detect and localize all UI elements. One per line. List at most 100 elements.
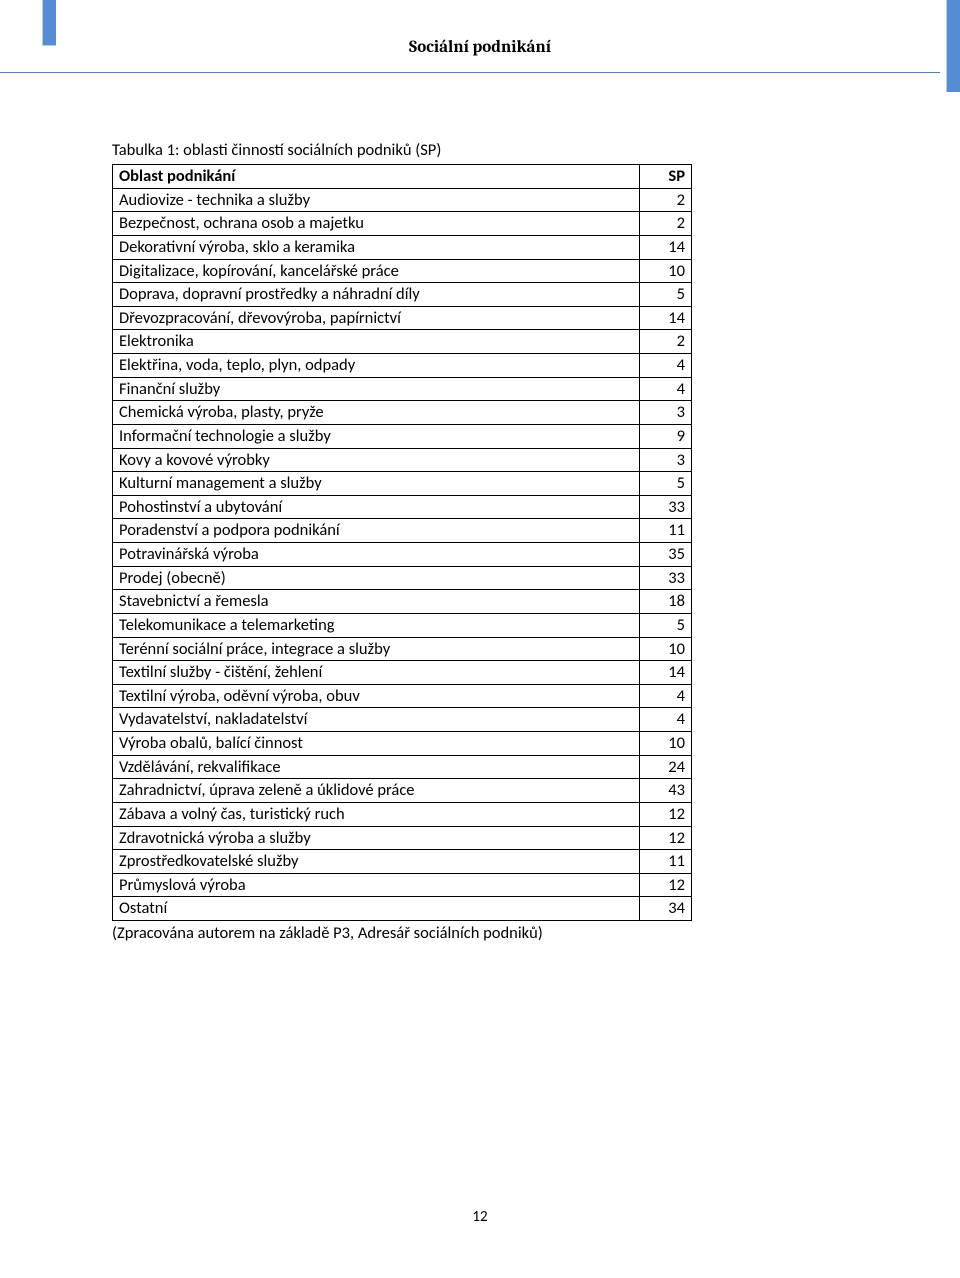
cell-label: Zprostředkovatelské služby <box>113 850 640 874</box>
cell-label: Digitalizace, kopírování, kancelářské pr… <box>113 259 640 283</box>
cell-value: 4 <box>640 684 692 708</box>
table-row: Poradenství a podpora podnikání11 <box>113 519 692 543</box>
table-row: Dekorativní výroba, sklo a keramika14 <box>113 235 692 259</box>
cell-label: Terénní sociální práce, integrace a služ… <box>113 637 640 661</box>
col-header-oblast: Oblast podnikání <box>113 165 640 189</box>
document-title: Sociální podnikání <box>0 38 960 57</box>
cell-value: 11 <box>640 519 692 543</box>
cell-value: 12 <box>640 826 692 850</box>
cell-value: 4 <box>640 377 692 401</box>
cell-value: 14 <box>640 661 692 685</box>
table-row: Doprava, dopravní prostředky a náhradní … <box>113 283 692 307</box>
cell-value: 2 <box>640 330 692 354</box>
cell-label: Textilní služby - čištění, žehlení <box>113 661 640 685</box>
cell-value: 9 <box>640 424 692 448</box>
cell-label: Finanční služby <box>113 377 640 401</box>
cell-label: Potravinářská výroba <box>113 543 640 567</box>
cell-value: 14 <box>640 306 692 330</box>
source-note: (Zpracována autorem na základě P3, Adres… <box>112 923 852 943</box>
cell-value: 2 <box>640 188 692 212</box>
cell-value: 4 <box>640 354 692 378</box>
cell-value: 12 <box>640 802 692 826</box>
table-row: Textilní služby - čištění, žehlení14 <box>113 661 692 685</box>
page-number: 12 <box>0 1208 960 1226</box>
cell-label: Dřevozpracování, dřevovýroba, papírnictv… <box>113 306 640 330</box>
cell-label: Telekomunikace a telemarketing <box>113 613 640 637</box>
cell-label: Vzdělávání, rekvalifikace <box>113 755 640 779</box>
content-area: Tabulka 1: oblasti činností sociálních p… <box>112 140 852 943</box>
cell-value: 10 <box>640 732 692 756</box>
col-header-sp: SP <box>640 165 692 189</box>
table-row: Kulturní management a služby5 <box>113 472 692 496</box>
cell-label: Informační technologie a služby <box>113 424 640 448</box>
cell-label: Zdravotnická výroba a služby <box>113 826 640 850</box>
header-rule <box>0 72 940 73</box>
cell-value: 14 <box>640 235 692 259</box>
cell-value: 4 <box>640 708 692 732</box>
table-row: Vydavatelství, nakladatelství4 <box>113 708 692 732</box>
table-row: Elektronika2 <box>113 330 692 354</box>
cell-label: Elektřina, voda, teplo, plyn, odpady <box>113 354 640 378</box>
page-header: Sociální podnikání <box>0 0 960 98</box>
cell-label: Zahradnictví, úprava zeleně a úklidové p… <box>113 779 640 803</box>
table-header-row: Oblast podnikání SP <box>113 165 692 189</box>
cell-value: 2 <box>640 212 692 236</box>
cell-label: Ostatní <box>113 897 640 921</box>
cell-value: 5 <box>640 613 692 637</box>
cell-value: 34 <box>640 897 692 921</box>
cell-label: Kovy a kovové výrobky <box>113 448 640 472</box>
table-row: Potravinářská výroba35 <box>113 543 692 567</box>
cell-label: Kulturní management a služby <box>113 472 640 496</box>
cell-label: Průmyslová výroba <box>113 873 640 897</box>
table-row: Zprostředkovatelské služby11 <box>113 850 692 874</box>
table-row: Digitalizace, kopírování, kancelářské pr… <box>113 259 692 283</box>
cell-label: Elektronika <box>113 330 640 354</box>
cell-label: Doprava, dopravní prostředky a náhradní … <box>113 283 640 307</box>
table-row: Bezpečnost, ochrana osob a majetku2 <box>113 212 692 236</box>
table-row: Pohostinství a ubytování33 <box>113 495 692 519</box>
cell-label: Bezpečnost, ochrana osob a majetku <box>113 212 640 236</box>
cell-label: Poradenství a podpora podnikání <box>113 519 640 543</box>
cell-value: 10 <box>640 259 692 283</box>
cell-value: 3 <box>640 448 692 472</box>
cell-value: 12 <box>640 873 692 897</box>
cell-label: Chemická výroba, plasty, pryže <box>113 401 640 425</box>
table-row: Informační technologie a služby9 <box>113 424 692 448</box>
cell-value: 18 <box>640 590 692 614</box>
table-row: Zábava a volný čas, turistický ruch12 <box>113 802 692 826</box>
table-row: Ostatní34 <box>113 897 692 921</box>
table-row: Terénní sociální práce, integrace a služ… <box>113 637 692 661</box>
table-row: Výroba obalů, balící činnost10 <box>113 732 692 756</box>
cell-value: 5 <box>640 283 692 307</box>
cell-value: 10 <box>640 637 692 661</box>
table-row: Elektřina, voda, teplo, plyn, odpady4 <box>113 354 692 378</box>
cell-label: Prodej (obecně) <box>113 566 640 590</box>
table-row: Stavebnictví a řemesla18 <box>113 590 692 614</box>
cell-value: 11 <box>640 850 692 874</box>
cell-value: 24 <box>640 755 692 779</box>
activities-table: Oblast podnikání SP Audiovize - technika… <box>112 164 692 921</box>
cell-value: 33 <box>640 495 692 519</box>
table-row: Chemická výroba, plasty, pryže3 <box>113 401 692 425</box>
cell-label: Vydavatelství, nakladatelství <box>113 708 640 732</box>
table-caption: Tabulka 1: oblasti činností sociálních p… <box>112 140 852 160</box>
table-row: Telekomunikace a telemarketing5 <box>113 613 692 637</box>
cell-value: 35 <box>640 543 692 567</box>
cell-value: 3 <box>640 401 692 425</box>
cell-label: Pohostinství a ubytování <box>113 495 640 519</box>
cell-value: 5 <box>640 472 692 496</box>
cell-label: Dekorativní výroba, sklo a keramika <box>113 235 640 259</box>
table-row: Audiovize - technika a služby2 <box>113 188 692 212</box>
table-row: Zdravotnická výroba a služby12 <box>113 826 692 850</box>
cell-value: 33 <box>640 566 692 590</box>
table-row: Průmyslová výroba12 <box>113 873 692 897</box>
table-row: Finanční služby4 <box>113 377 692 401</box>
cell-value: 43 <box>640 779 692 803</box>
table-row: Kovy a kovové výrobky3 <box>113 448 692 472</box>
table-row: Zahradnictví, úprava zeleně a úklidové p… <box>113 779 692 803</box>
table-row: Vzdělávání, rekvalifikace24 <box>113 755 692 779</box>
cell-label: Textilní výroba, oděvní výroba, obuv <box>113 684 640 708</box>
cell-label: Zábava a volný čas, turistický ruch <box>113 802 640 826</box>
cell-label: Stavebnictví a řemesla <box>113 590 640 614</box>
table-row: Textilní výroba, oděvní výroba, obuv4 <box>113 684 692 708</box>
